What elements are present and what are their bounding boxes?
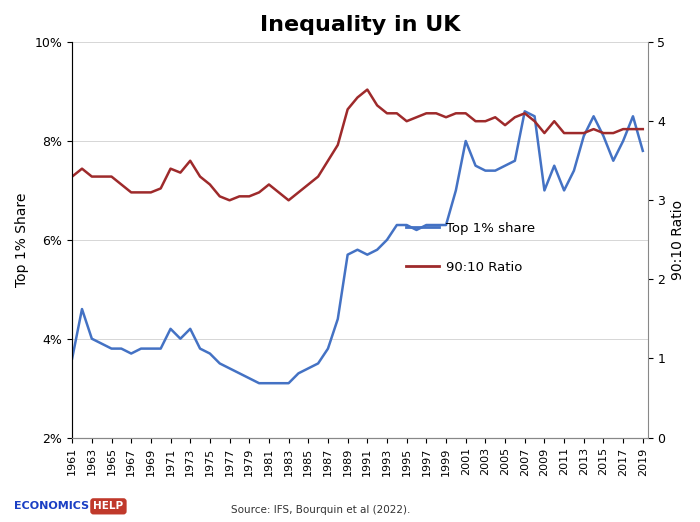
Title: Inequality in UK: Inequality in UK [260,15,460,35]
Y-axis label: Top 1% Share: Top 1% Share [15,193,29,287]
Text: HELP: HELP [93,501,123,512]
Y-axis label: 90:10 Ratio: 90:10 Ratio [671,200,685,280]
Text: ECONOMICS: ECONOMICS [14,501,89,512]
Text: Source: IFS, Bourquin et al (2022).: Source: IFS, Bourquin et al (2022). [231,505,410,515]
Legend: Top 1% share, 90:10 Ratio: Top 1% share, 90:10 Ratio [401,216,540,279]
